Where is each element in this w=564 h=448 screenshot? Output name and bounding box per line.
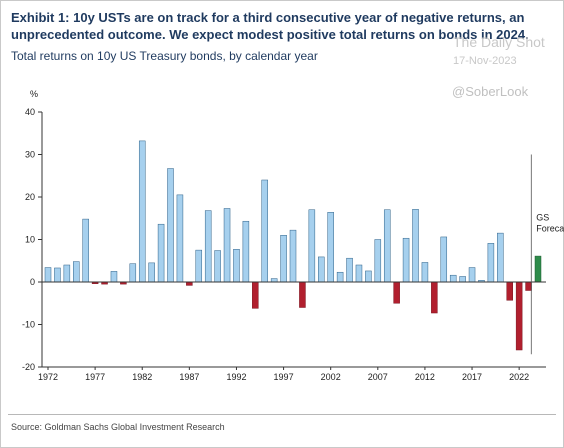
y-tick-label: 30 <box>25 150 35 160</box>
bar-2008 <box>383 209 391 283</box>
y-tick-label: 10 <box>25 235 35 245</box>
bar-1990 <box>214 250 221 283</box>
bar-1972 <box>44 267 52 283</box>
y-tick-label: 20 <box>25 192 35 202</box>
forecast-label: Forecast <box>536 223 564 233</box>
bar-1993 <box>242 220 250 283</box>
bar-2001 <box>318 256 325 283</box>
y-tick-label: -10 <box>22 320 35 330</box>
chart-subtitle: Total returns on 10y US Treasury bonds, … <box>11 49 318 63</box>
x-tick-label: 1972 <box>38 372 58 382</box>
bar-2007 <box>374 239 382 283</box>
bar-1994 <box>252 281 259 309</box>
bar-1985 <box>167 168 174 283</box>
bar-2006 <box>365 270 372 283</box>
bar-2012 <box>421 262 429 283</box>
y-tick-label: -20 <box>22 362 35 372</box>
y-tick-label: 40 <box>25 107 35 117</box>
bar-1999 <box>299 281 306 308</box>
forecast-label: GS <box>536 212 549 222</box>
bar-2010 <box>402 237 410 283</box>
x-tick-label: 1997 <box>274 372 294 382</box>
bar-1989 <box>204 210 212 283</box>
bar-2021 <box>506 281 513 301</box>
bar-2000 <box>308 209 316 283</box>
watermark-date: 17-Nov-2023 <box>453 55 517 67</box>
bar-1992 <box>233 249 240 283</box>
y-tick-label: 0 <box>30 277 35 287</box>
bar-2013 <box>431 281 438 314</box>
bar-1988 <box>195 249 203 283</box>
x-tick-label: 2002 <box>321 372 341 382</box>
x-tick-label: 1982 <box>132 372 152 382</box>
x-tick-label: 2007 <box>368 372 388 382</box>
bar-2005 <box>355 264 363 283</box>
bar-2002 <box>327 212 334 283</box>
x-tick-label: 1992 <box>226 372 246 382</box>
bar-1979 <box>110 271 118 283</box>
bar-2011 <box>412 209 419 283</box>
bar-1976 <box>82 218 89 283</box>
x-tick-label: 1987 <box>179 372 199 382</box>
x-tick-label: 2017 <box>462 372 482 382</box>
x-tick-label: 1977 <box>85 372 105 382</box>
bar-2022 <box>515 281 523 351</box>
bar-2015 <box>449 274 457 283</box>
bar-2020 <box>497 232 504 283</box>
bar-1998 <box>289 229 297 283</box>
bar-1987 <box>186 281 193 286</box>
x-tick-label: 2022 <box>509 372 529 382</box>
source-divider <box>8 414 556 415</box>
bar-2023 <box>525 281 532 291</box>
bar-1974 <box>63 264 71 283</box>
bar-2003 <box>336 271 344 283</box>
bar-2019 <box>487 243 495 283</box>
x-tick-label: 2012 <box>415 372 435 382</box>
bar-1997 <box>280 235 287 283</box>
bar-2004 <box>346 257 353 283</box>
bar-1984 <box>157 223 165 283</box>
bar-2016 <box>459 276 466 283</box>
bar-2017 <box>468 267 476 283</box>
bar-1995 <box>261 179 268 283</box>
chart-title: Exhibit 1: 10y USTs are on track for a t… <box>11 10 529 42</box>
bar-1981 <box>129 263 137 283</box>
watermark-brand: The Daily Shot <box>453 34 545 50</box>
bar-forecast-2024 <box>534 255 542 283</box>
bar-1996 <box>270 278 278 283</box>
y-axis-unit: % <box>30 89 38 99</box>
bar-1986 <box>176 194 184 283</box>
bar-1973 <box>54 267 61 283</box>
bar-2014 <box>440 236 448 283</box>
source-note: Source: Goldman Sachs Global Investment … <box>11 422 225 432</box>
bar-1982 <box>138 140 146 283</box>
bar-1983 <box>148 262 155 283</box>
bar-2009 <box>393 281 400 304</box>
watermark-handle: @SoberLook <box>452 84 529 99</box>
bar-1991 <box>223 208 231 283</box>
bar-1975 <box>73 261 80 283</box>
